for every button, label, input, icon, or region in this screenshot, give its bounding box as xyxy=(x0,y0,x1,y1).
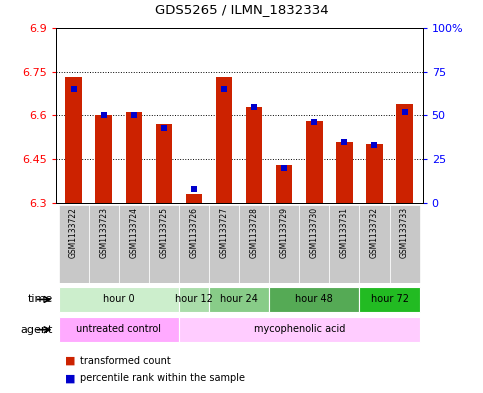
Text: hour 0: hour 0 xyxy=(103,294,135,304)
Bar xyxy=(179,205,209,283)
Text: GSM1133722: GSM1133722 xyxy=(69,207,78,258)
Text: GSM1133727: GSM1133727 xyxy=(220,207,228,258)
Text: GSM1133730: GSM1133730 xyxy=(310,207,319,258)
Text: mycophenolic acid: mycophenolic acid xyxy=(254,324,345,334)
Text: percentile rank within the sample: percentile rank within the sample xyxy=(80,373,245,383)
Bar xyxy=(359,205,389,283)
Bar xyxy=(209,205,239,283)
Bar xyxy=(389,205,420,283)
Text: GSM1133733: GSM1133733 xyxy=(400,207,409,258)
Bar xyxy=(89,205,119,283)
Bar xyxy=(185,194,202,203)
Text: time: time xyxy=(28,294,53,305)
Bar xyxy=(209,287,269,312)
Bar xyxy=(276,165,293,203)
Bar xyxy=(239,205,269,283)
Text: hour 12: hour 12 xyxy=(175,294,213,304)
Bar xyxy=(269,287,359,312)
Bar xyxy=(156,124,172,203)
Bar xyxy=(366,145,383,203)
Text: hour 72: hour 72 xyxy=(370,294,409,304)
Bar xyxy=(359,287,420,312)
Text: agent: agent xyxy=(21,325,53,335)
Bar xyxy=(336,141,353,203)
Text: GSM1133732: GSM1133732 xyxy=(370,207,379,258)
Text: ■: ■ xyxy=(65,356,76,366)
Text: hour 48: hour 48 xyxy=(296,294,333,304)
Text: hour 24: hour 24 xyxy=(220,294,258,304)
Text: GSM1133724: GSM1133724 xyxy=(129,207,138,258)
Text: ■: ■ xyxy=(65,373,76,383)
Bar xyxy=(126,112,142,203)
Bar xyxy=(149,205,179,283)
Bar xyxy=(65,77,82,203)
Bar xyxy=(299,205,329,283)
Text: GSM1133729: GSM1133729 xyxy=(280,207,289,258)
Bar xyxy=(119,205,149,283)
Text: GSM1133723: GSM1133723 xyxy=(99,207,108,258)
Bar xyxy=(58,317,179,342)
Bar xyxy=(179,287,209,312)
Bar xyxy=(179,317,420,342)
Bar xyxy=(96,116,112,203)
Text: GDS5265 / ILMN_1832334: GDS5265 / ILMN_1832334 xyxy=(155,3,328,16)
Text: transformed count: transformed count xyxy=(80,356,170,366)
Bar xyxy=(329,205,359,283)
Text: untreated control: untreated control xyxy=(76,324,161,334)
Text: GSM1133728: GSM1133728 xyxy=(250,207,258,258)
Bar xyxy=(58,287,179,312)
Text: GSM1133726: GSM1133726 xyxy=(189,207,199,258)
Text: GSM1133725: GSM1133725 xyxy=(159,207,169,258)
Bar xyxy=(306,121,323,203)
Bar xyxy=(246,107,262,203)
Bar xyxy=(396,104,413,203)
Bar xyxy=(269,205,299,283)
Text: GSM1133731: GSM1133731 xyxy=(340,207,349,258)
Bar xyxy=(58,205,89,283)
Bar xyxy=(216,77,232,203)
